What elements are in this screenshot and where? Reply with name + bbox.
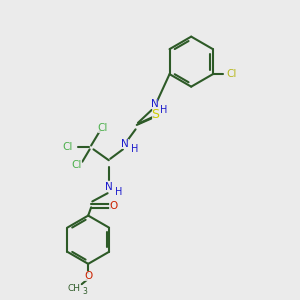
Text: 3: 3 [83,287,88,296]
Text: H: H [115,187,122,197]
Text: N: N [105,182,113,192]
Text: Cl: Cl [98,123,108,133]
Text: H: H [160,105,167,115]
Text: O: O [109,201,117,211]
Text: N: N [151,99,158,109]
Text: H: H [131,144,138,154]
Text: CH: CH [68,284,81,293]
Text: N: N [121,139,129,149]
Text: Cl: Cl [71,160,82,170]
Text: Cl: Cl [227,69,237,79]
Text: O: O [84,271,92,281]
Text: Cl: Cl [62,142,73,152]
Text: S: S [152,108,160,122]
